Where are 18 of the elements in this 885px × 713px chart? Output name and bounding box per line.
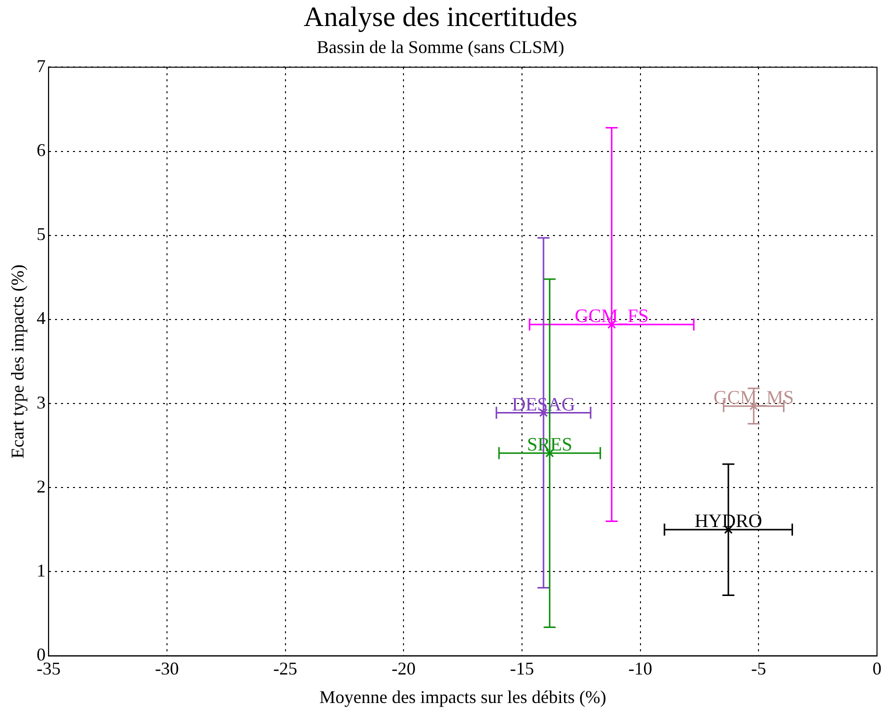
chart-subtitle: Bassin de la Somme (sans CLSM) (316, 37, 564, 58)
y-tick-label: 2 (36, 476, 46, 496)
x-tick-label: -5 (751, 658, 766, 678)
x-tick-label: -25 (273, 658, 298, 678)
y-tick-label: 6 (36, 140, 46, 160)
y-tick-label: 4 (36, 308, 46, 328)
y-axis-title: Ecart type des impacts (%) (8, 264, 28, 458)
y-tick-label: 3 (36, 392, 46, 412)
chart-title: Analyse des incertitudes (304, 2, 578, 34)
x-tick-label: -20 (392, 658, 416, 678)
x-tick-label: -15 (510, 658, 534, 678)
x-tick-label: -10 (628, 658, 652, 678)
x-axis-title: Moyenne des impacts sur les débits (%) (319, 686, 606, 707)
x-tick-label: -30 (154, 658, 179, 678)
y-tick-label: 5 (36, 224, 46, 244)
y-tick-label: 7 (36, 56, 46, 76)
x-tick-label: 0 (872, 658, 882, 678)
y-tick-label: 1 (36, 560, 46, 580)
